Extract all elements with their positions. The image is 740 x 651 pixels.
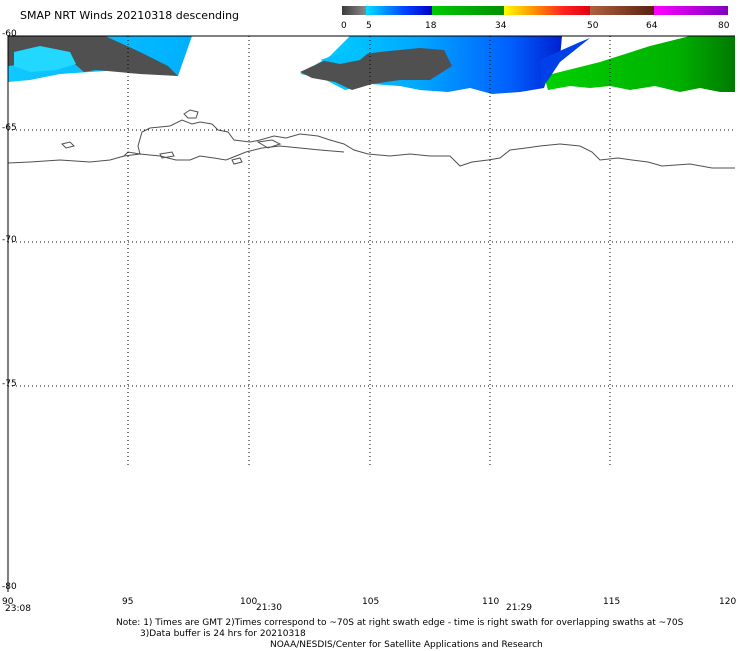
colorbar-segment-moderate: [432, 6, 504, 15]
colorbar-segment-calm: [342, 6, 366, 15]
colorbar-label: 64: [646, 21, 658, 31]
colorbar-label: 80: [718, 21, 730, 31]
latitude-label: -60: [2, 29, 17, 39]
swath-moderate-wind-area: [540, 38, 590, 88]
colorbar-label: 18: [425, 21, 437, 31]
island-outline: [61, 141, 75, 149]
colorbar-segment-gale: [504, 6, 590, 15]
left-swath: [8, 36, 192, 82]
longitude-label: 90: [2, 597, 14, 607]
latitude-label: -80: [2, 582, 17, 592]
right-swath: [300, 36, 735, 94]
coastline-inlet: [123, 145, 345, 161]
note-line: Note: 1) Times are GMT 2)Times correspon…: [116, 618, 684, 628]
longitude-label: 120: [719, 597, 737, 607]
colorbar-label: 5: [366, 21, 372, 31]
swath-time-label: 23:08: [5, 604, 31, 614]
swath-time-label: 21:29: [506, 603, 532, 613]
coastline: [7, 109, 735, 169]
graticule: [8, 36, 735, 465]
swath-light-wind-area: [14, 46, 76, 72]
latitude-label: -75: [2, 379, 17, 389]
colorbar-segment-hurricane: [654, 6, 728, 15]
colorbar-label: 50: [587, 21, 599, 31]
map-title: SMAP NRT Winds 20210318 descending: [20, 9, 240, 22]
latitude-label: -70: [2, 235, 17, 245]
map-frame: [7, 35, 735, 592]
longitude-label: 110: [482, 597, 500, 607]
latitude-label: -65: [2, 123, 17, 133]
swath-light-wind-area: [320, 50, 372, 64]
longitude-label: 95: [122, 597, 134, 607]
colorbar-label: 34: [495, 21, 507, 31]
credit-line: NOAA/NESDIS/Center for Satellite Applica…: [270, 640, 543, 650]
swath-moderate-wind-area: [544, 36, 735, 92]
island-outline: [231, 157, 243, 165]
longitude-label: 115: [603, 597, 621, 607]
colorbar-segment-light: [366, 6, 432, 15]
note-line: 3)Data buffer is 24 hrs for 20210318: [140, 629, 306, 639]
ice-shelf-outline: [183, 109, 199, 119]
island-outline: [159, 151, 175, 159]
swath-time-label: 21:30: [256, 603, 282, 613]
longitude-label: 100: [240, 597, 258, 607]
swath-calm-area: [8, 36, 178, 76]
antarctic-coastline: [7, 119, 735, 169]
colorbar-label: 0: [341, 21, 347, 31]
island-outline: [256, 139, 282, 149]
colorbar-segment-storm: [590, 6, 654, 15]
longitude-label: 105: [362, 597, 380, 607]
wind-speed-colorbar: [342, 6, 728, 15]
